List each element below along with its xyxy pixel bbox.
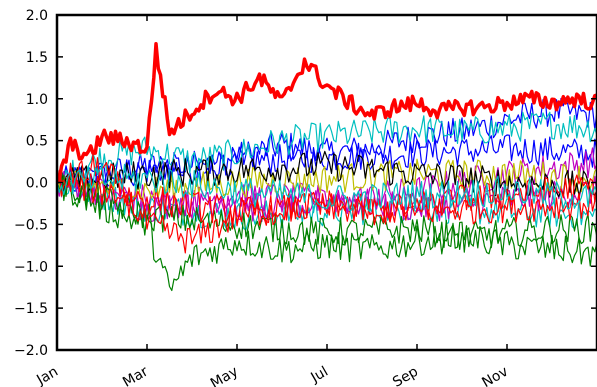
series-line: [56, 158, 597, 205]
series-line: [56, 154, 597, 254]
x-tick-label: Jul: [307, 364, 331, 387]
series-line: [56, 177, 597, 231]
y-tick-label: −2.0: [14, 343, 48, 359]
y-tick-label: 0.5: [26, 134, 48, 150]
y-tick-label: 2.0: [26, 8, 48, 24]
series-line: [55, 41, 597, 184]
y-tick-label: 1.0: [26, 92, 48, 108]
series-line: [56, 111, 597, 190]
y-tick-label: −1.0: [14, 259, 48, 275]
x-tick-label: Mar: [120, 363, 151, 387]
y-tick-label: 1.5: [26, 50, 48, 66]
series-line: [56, 163, 597, 214]
y-tick-label: 0.0: [26, 176, 48, 192]
x-tick-label: May: [208, 364, 241, 387]
x-tick-label: Jan: [33, 364, 61, 387]
y-axis: 2.0 1.5 1.0 0.5 0.0 −0.5 −1.0 −1.5 −2.0: [14, 8, 597, 359]
x-tick-label: Sep: [390, 364, 421, 387]
series-line: [56, 97, 597, 190]
x-tick-label: Nov: [479, 364, 511, 387]
series-line: [56, 169, 597, 226]
plot-area: [55, 41, 597, 292]
y-tick-label: −1.5: [14, 301, 48, 317]
y-tick-label: −0.5: [14, 217, 48, 233]
series-line: [56, 174, 597, 267]
series-line: [56, 171, 597, 292]
